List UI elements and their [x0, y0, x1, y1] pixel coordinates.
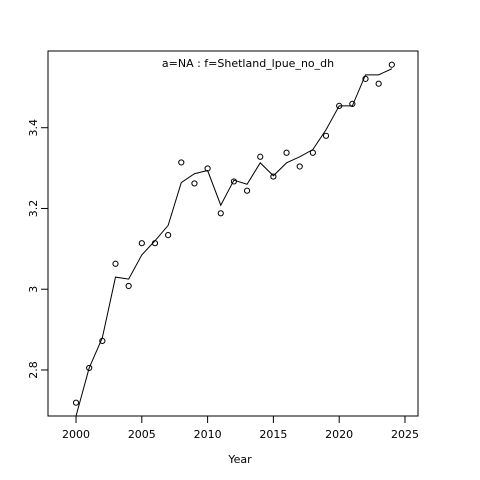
data-point [296, 163, 303, 170]
x-tick-label: 2000 [62, 428, 90, 441]
data-point [165, 232, 172, 239]
y-tick-label: 3.2 [27, 200, 40, 218]
data-point [362, 75, 369, 82]
x-tick-label: 2020 [325, 428, 353, 441]
data-point [138, 240, 145, 247]
fit-line [75, 68, 393, 417]
plot-frame [47, 50, 419, 417]
data-point [257, 153, 264, 160]
y-tick-label: 2.8 [27, 361, 40, 379]
data-point [125, 282, 132, 290]
data-point [270, 173, 277, 180]
data-point [86, 364, 93, 372]
data-point [375, 80, 382, 87]
x-axis-label: Year [227, 453, 252, 466]
data-point [309, 149, 316, 156]
data-point [388, 61, 395, 68]
x-tick-label: 2015 [259, 428, 287, 441]
x-tick-label: 2005 [128, 428, 156, 441]
data-point [243, 187, 251, 194]
x-tick-label: 2025 [391, 428, 419, 441]
y-tick-label: 3 [27, 286, 40, 293]
y-tick-label: 3.4 [27, 119, 40, 137]
data-point [283, 149, 290, 156]
data-point [112, 260, 119, 267]
chart-title: a=NA : f=Shetland_lpue_no_dh [162, 57, 334, 70]
data-point [217, 210, 224, 217]
data-point [349, 100, 356, 107]
data-point [322, 132, 330, 139]
data-point [178, 159, 185, 166]
x-tick-label: 2010 [194, 428, 222, 441]
data-point [191, 180, 198, 187]
data-point [72, 399, 80, 406]
